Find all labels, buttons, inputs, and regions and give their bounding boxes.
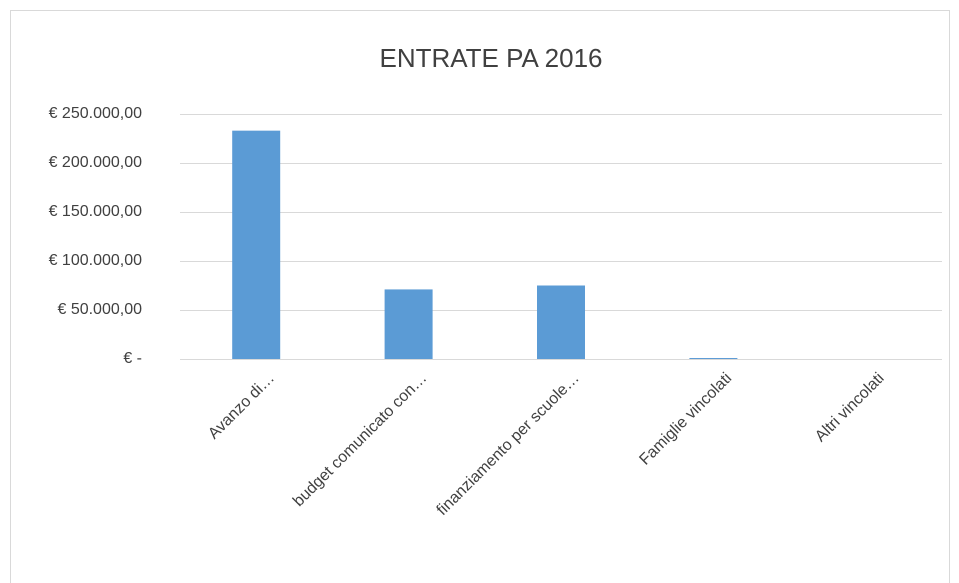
chart-title: ENTRATE PA 2016	[379, 43, 602, 73]
y-tick-label: € 50.000,00	[57, 301, 142, 318]
bar	[537, 285, 585, 359]
y-tick-label: € 150.000,00	[49, 203, 143, 220]
chart-border	[10, 10, 950, 583]
bar	[384, 289, 433, 359]
bar	[689, 358, 738, 359]
y-tick-label: € 200.000,00	[49, 154, 143, 171]
y-tick-label: € -	[123, 350, 142, 367]
bar	[232, 130, 281, 359]
y-tick-label: € 250.000,00	[49, 105, 143, 122]
y-tick-label: € 100.000,00	[49, 252, 143, 269]
